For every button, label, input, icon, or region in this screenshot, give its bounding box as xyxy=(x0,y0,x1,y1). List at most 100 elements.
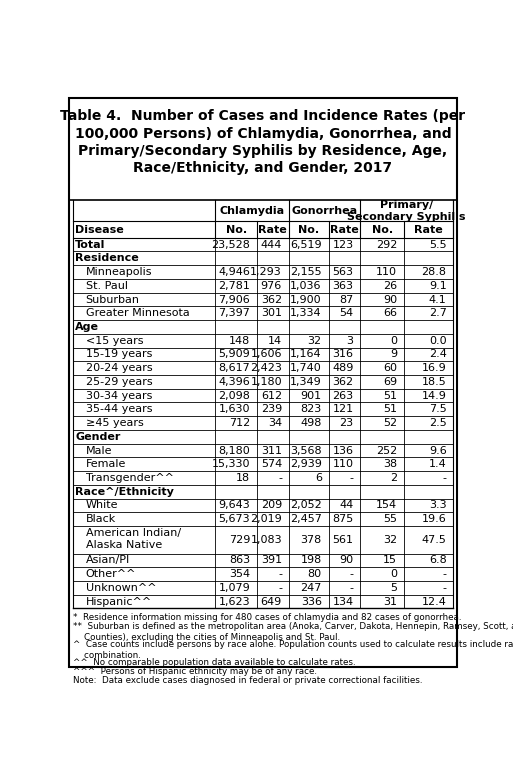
Text: 7,397: 7,397 xyxy=(219,308,250,318)
Text: 15-19 years: 15-19 years xyxy=(86,350,152,360)
Text: 9: 9 xyxy=(390,350,397,360)
Text: 292: 292 xyxy=(376,240,397,250)
Text: Note:  Data exclude cases diagnosed in federal or private correctional facilitie: Note: Data exclude cases diagnosed in fe… xyxy=(73,676,422,685)
Text: 52: 52 xyxy=(383,418,397,428)
Text: 1,164: 1,164 xyxy=(290,350,322,360)
Text: 823: 823 xyxy=(301,404,322,414)
Text: 20-24 years: 20-24 years xyxy=(86,363,152,373)
Text: Suburban: Suburban xyxy=(86,294,140,304)
Text: 18.5: 18.5 xyxy=(422,377,447,387)
Text: 4,396: 4,396 xyxy=(219,377,250,387)
Text: 311: 311 xyxy=(261,446,282,456)
Text: Table 4.  Number of Cases and Incidence Rates (per
100,000 Persons) of Chlamydia: Table 4. Number of Cases and Incidence R… xyxy=(61,110,465,176)
Text: White: White xyxy=(86,500,118,510)
Text: Asian/PI: Asian/PI xyxy=(86,556,130,565)
Text: Unknown^^: Unknown^^ xyxy=(86,583,156,593)
Text: 489: 489 xyxy=(332,363,353,373)
Text: 363: 363 xyxy=(332,281,353,291)
Text: 69: 69 xyxy=(383,377,397,387)
Text: Race^/Ethnicity: Race^/Ethnicity xyxy=(75,487,174,497)
Text: 38: 38 xyxy=(383,459,397,469)
Text: 9.6: 9.6 xyxy=(429,446,447,456)
Text: Other^^: Other^^ xyxy=(86,569,136,579)
Text: 561: 561 xyxy=(332,534,353,545)
Text: 209: 209 xyxy=(261,500,282,510)
Text: 60: 60 xyxy=(383,363,397,373)
Text: Residence: Residence xyxy=(75,254,139,263)
Text: 362: 362 xyxy=(261,294,282,304)
Text: 354: 354 xyxy=(229,569,250,579)
Text: 14.9: 14.9 xyxy=(422,391,447,400)
Text: 1,334: 1,334 xyxy=(290,308,322,318)
Text: 154: 154 xyxy=(376,500,397,510)
Text: -: - xyxy=(349,473,353,483)
Text: -: - xyxy=(349,583,353,593)
Text: 87: 87 xyxy=(339,294,353,304)
Text: 2.5: 2.5 xyxy=(429,418,447,428)
Text: 8,617: 8,617 xyxy=(219,363,250,373)
Text: 5.5: 5.5 xyxy=(429,240,447,250)
Text: Rate: Rate xyxy=(259,225,287,235)
Text: 0: 0 xyxy=(390,569,397,579)
Text: 123: 123 xyxy=(332,240,353,250)
Text: 1,740: 1,740 xyxy=(290,363,322,373)
Text: 863: 863 xyxy=(229,556,250,565)
Text: Greater Minnesota: Greater Minnesota xyxy=(86,308,189,318)
Text: <15 years: <15 years xyxy=(86,335,143,346)
Text: Total: Total xyxy=(75,240,106,250)
Text: Disease: Disease xyxy=(75,225,124,235)
Text: 2,098: 2,098 xyxy=(219,391,250,400)
Text: 7.5: 7.5 xyxy=(429,404,447,414)
Text: 1,630: 1,630 xyxy=(219,404,250,414)
Text: 1,036: 1,036 xyxy=(290,281,322,291)
Text: Minneapolis: Minneapolis xyxy=(86,267,152,277)
Text: -: - xyxy=(278,583,282,593)
Text: 16.9: 16.9 xyxy=(422,363,447,373)
Text: 2.4: 2.4 xyxy=(429,350,447,360)
Text: 2.7: 2.7 xyxy=(429,308,447,318)
Text: 1,293: 1,293 xyxy=(250,267,282,277)
Text: 3: 3 xyxy=(347,335,353,346)
Text: 90: 90 xyxy=(383,294,397,304)
Text: -: - xyxy=(349,569,353,579)
Text: 134: 134 xyxy=(332,597,353,606)
Text: 19.6: 19.6 xyxy=(422,514,447,524)
Text: 612: 612 xyxy=(261,391,282,400)
Text: 7,906: 7,906 xyxy=(219,294,250,304)
Text: 301: 301 xyxy=(261,308,282,318)
Text: 3,568: 3,568 xyxy=(290,446,322,456)
Text: 23,528: 23,528 xyxy=(211,240,250,250)
Text: 12.4: 12.4 xyxy=(422,597,447,606)
Text: 1,349: 1,349 xyxy=(290,377,322,387)
Text: 23: 23 xyxy=(340,418,353,428)
Text: 47.5: 47.5 xyxy=(422,534,447,545)
Text: **  Suburban is defined as the metropolitan area (Anoka, Carver, Dakota, Hennepi: ** Suburban is defined as the metropolit… xyxy=(73,622,513,641)
Text: 2,781: 2,781 xyxy=(219,281,250,291)
Text: 110: 110 xyxy=(332,459,353,469)
Text: 32: 32 xyxy=(308,335,322,346)
Text: -: - xyxy=(443,583,447,593)
Text: 5,673: 5,673 xyxy=(219,514,250,524)
Text: 8,180: 8,180 xyxy=(219,446,250,456)
Text: 444: 444 xyxy=(261,240,282,250)
Text: Primary/
Secondary Syphilis: Primary/ Secondary Syphilis xyxy=(347,200,466,222)
Text: Rate: Rate xyxy=(414,225,443,235)
Text: 4,946: 4,946 xyxy=(219,267,250,277)
Text: 1.4: 1.4 xyxy=(429,459,447,469)
Text: 1,900: 1,900 xyxy=(290,294,322,304)
Text: 5,909: 5,909 xyxy=(219,350,250,360)
Text: Transgender^^: Transgender^^ xyxy=(86,473,173,483)
Text: 198: 198 xyxy=(301,556,322,565)
Text: 14: 14 xyxy=(268,335,282,346)
Text: 875: 875 xyxy=(332,514,353,524)
Text: 18: 18 xyxy=(236,473,250,483)
Text: ^^^  Persons of Hispanic ethnicity may be of any race.: ^^^ Persons of Hispanic ethnicity may be… xyxy=(73,668,317,676)
Text: 362: 362 xyxy=(332,377,353,387)
Text: 263: 263 xyxy=(332,391,353,400)
Text: 498: 498 xyxy=(301,418,322,428)
Text: 136: 136 xyxy=(332,446,353,456)
Text: 976: 976 xyxy=(261,281,282,291)
Text: 35-44 years: 35-44 years xyxy=(86,404,152,414)
Text: 2,052: 2,052 xyxy=(290,500,322,510)
Text: 51: 51 xyxy=(383,404,397,414)
